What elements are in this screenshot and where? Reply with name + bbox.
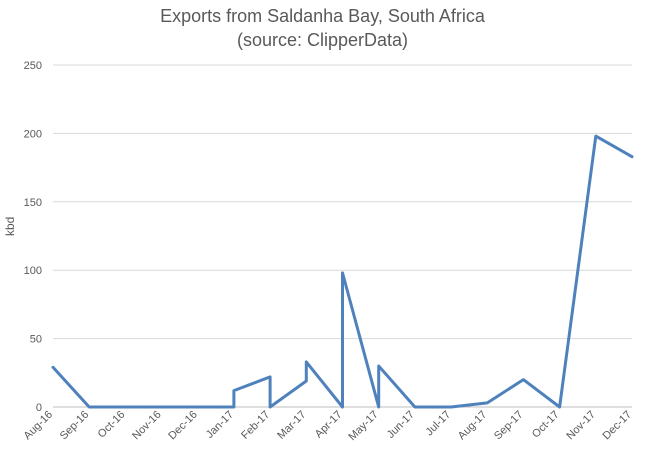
y-tick-label: 250 bbox=[24, 60, 42, 72]
x-tick-label: May-17 bbox=[346, 409, 380, 443]
y-tick-label: 150 bbox=[24, 197, 42, 209]
chart-subtitle: (source: ClipperData) bbox=[236, 30, 409, 50]
y-tick-label: 0 bbox=[36, 402, 42, 414]
x-tick-label: Jul-17 bbox=[424, 409, 454, 439]
y-tick-label: 100 bbox=[24, 265, 42, 277]
x-tick-label: Jan-17 bbox=[204, 409, 236, 441]
x-tick-label: Oct-17 bbox=[530, 409, 562, 441]
series-line bbox=[51, 134, 634, 409]
x-tick-label: Feb-17 bbox=[239, 409, 272, 442]
x-tick-label: Sep-17 bbox=[492, 409, 526, 443]
y-tick-label: 50 bbox=[30, 334, 42, 346]
x-tick-label: Sep-16 bbox=[58, 409, 92, 443]
chart-title: Exports from Saldanha Bay, South Africa bbox=[160, 6, 485, 26]
x-tick-label: Jun-17 bbox=[385, 409, 417, 441]
x-tick-label: Dec-17 bbox=[601, 409, 635, 443]
x-tick-label: Aug-17 bbox=[456, 409, 490, 443]
x-tick-label: Nov-16 bbox=[130, 409, 164, 443]
x-tick-label: Nov-17 bbox=[564, 409, 598, 443]
x-tick-label: Oct-16 bbox=[96, 409, 128, 441]
x-tick-label: Apr-17 bbox=[313, 409, 345, 441]
y-tick-label: 200 bbox=[24, 128, 42, 140]
x-tick-label: Dec-16 bbox=[166, 409, 200, 443]
x-tick-label: Mar-17 bbox=[275, 409, 308, 442]
